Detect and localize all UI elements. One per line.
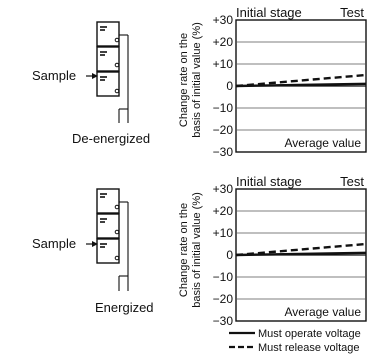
header-initial-stage: Initial stage [236,174,302,189]
series-must-operate-line [235,251,367,257]
relay-unit [96,213,120,239]
y-tick-label: 0 [226,248,233,262]
legend-dashed-label: Must release voltage [258,342,360,354]
legend-solid-label: Must operate voltage [258,328,361,340]
sample-pointer: Sample [32,68,98,83]
y-axis-title-line2: basis of initial value (%) [191,22,203,138]
sample-arrowhead [92,241,98,247]
y-tick-label: +10 [213,57,234,71]
y-axis-title: Change rate on the basis of initial valu… [178,192,203,308]
condition-label: De-energized [72,131,150,146]
y-ticks: +30 +20 +10 0 −10 −20 −30 [213,182,234,328]
y-tick-label: −10 [213,101,234,115]
average-value-label: Average value [285,136,362,150]
y-tick-label: +20 [213,35,234,49]
relay-unit [96,21,120,47]
condition-label: Energized [95,300,154,315]
header-test: Test [340,5,364,20]
series-must-operate-line [235,82,367,88]
sample-label: Sample [32,68,76,83]
y-tick-label: −30 [213,145,234,159]
plot-area: +30 +20 +10 0 −10 −20 −30 Average value [213,13,367,159]
y-tick-label: +20 [213,204,234,218]
y-tick-label: −10 [213,270,234,284]
relay-terminal-marks [100,26,107,81]
plot-area: +30 +20 +10 0 −10 −20 −30 Average value [213,182,367,328]
panel-de-energized: Sample De-energized Change rate on the b… [32,5,367,159]
relay-stack-diagram [96,188,129,291]
y-axis-title-line1: Change rate on the [178,33,190,127]
relay-unit [96,46,120,72]
sample-label: Sample [32,236,76,251]
relay-unit [96,71,120,97]
sample-pointer: Sample [32,236,98,251]
y-tick-label: +10 [213,226,234,240]
relay-unit [96,188,120,214]
y-tick-label: −20 [213,292,234,306]
y-tick-label: −30 [213,314,234,328]
header-test: Test [340,174,364,189]
y-axis-title-line1: Change rate on the [178,203,190,297]
y-axis-title-line2: basis of initial value (%) [191,192,203,308]
y-tick-label: 0 [226,79,233,93]
y-ticks: +30 +20 +10 0 −10 −20 −30 [213,13,234,159]
coil-wiring [118,201,129,291]
relay-unit [96,238,120,264]
y-tick-label: +30 [213,182,234,196]
y-tick-label: +30 [213,13,234,27]
y-axis-title: Change rate on the basis of initial valu… [178,22,203,138]
sample-arrowhead [92,73,98,79]
y-tick-label: −20 [213,123,234,137]
legend: Must operate voltage Must release voltag… [229,328,361,354]
header-initial-stage: Initial stage [236,5,302,20]
grid-lines [236,41,366,131]
coil-wiring [118,34,129,123]
panel-energized: Sample Energized Change rate on the basi… [32,174,367,328]
grid-lines [236,210,366,300]
relay-contact-circles [114,37,120,94]
relay-contact-circles [114,204,120,261]
average-value-label: Average value [285,305,362,319]
relay-terminal-marks [100,193,107,248]
relay-stack-diagram [96,21,129,123]
